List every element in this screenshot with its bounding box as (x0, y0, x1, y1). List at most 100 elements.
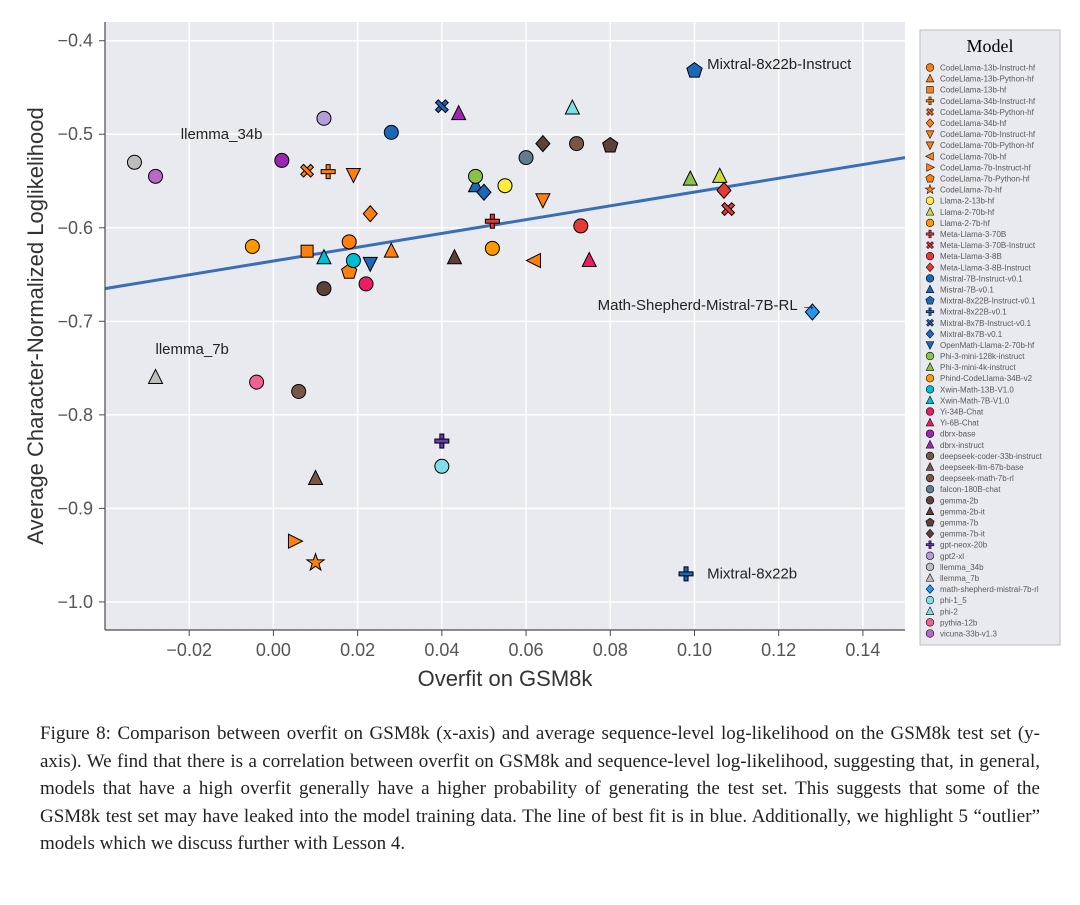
svg-text:llemma_7b: llemma_7b (940, 574, 980, 583)
svg-text:dbrx-base: dbrx-base (940, 430, 976, 439)
annotation: Mixtral-8x22b (707, 566, 797, 583)
svg-text:CodeLlama-34b-hf: CodeLlama-34b-hf (940, 119, 1007, 128)
svg-text:phi-1_5: phi-1_5 (940, 596, 967, 605)
svg-text:CodeLlama-34b-Instruct-hf: CodeLlama-34b-Instruct-hf (940, 97, 1036, 106)
svg-text:dbrx-instruct: dbrx-instruct (940, 441, 985, 450)
point-CodeLlama-13b-Instruct-hf (342, 235, 356, 249)
svg-text:−0.6: −0.6 (57, 218, 93, 238)
y-tick-labels: −1.0 −0.9 −0.8 −0.7 −0.6 −0.5 −0.4 (57, 31, 93, 612)
point-Mistral-7B-Instruct-v0.1 (384, 125, 398, 139)
svg-text:CodeLlama-7b-Instruct-hf: CodeLlama-7b-Instruct-hf (940, 163, 1031, 172)
svg-text:deepseek-llm-67b-base: deepseek-llm-67b-base (940, 463, 1024, 472)
point-deepseek-math-7b-rl (570, 137, 584, 151)
svg-text:OpenMath-Llama-2-70b-hf: OpenMath-Llama-2-70b-hf (940, 341, 1035, 350)
figure-wrap: Mixtral-8x22b-Instruct llemma_34b Math-She… (0, 0, 1080, 905)
svg-text:0.14: 0.14 (845, 640, 880, 660)
svg-text:Xwin-Math-13B-V1.0: Xwin-Math-13B-V1.0 (940, 385, 1014, 394)
legend-item: Meta-Llama-3-8B-Instruct (926, 263, 1031, 272)
svg-text:phi-2: phi-2 (940, 607, 958, 616)
legend-item: CodeLlama-7b-Instruct-hf (927, 163, 1032, 172)
svg-text:gpt2-xl: gpt2-xl (940, 552, 964, 561)
svg-text:Yi-34B-Chat: Yi-34B-Chat (940, 408, 984, 417)
legend-item: gpt2-xl (926, 552, 964, 561)
point-Xwin-Math-13B-V1.0 (346, 254, 360, 268)
point-Yi-34B-Chat (359, 277, 373, 291)
x-axis-title: Overfit on GSM8k (418, 666, 594, 691)
svg-text:−0.9: −0.9 (57, 498, 93, 518)
point-vicuna-33b-v1.3 (149, 169, 163, 183)
svg-text:Phi-3-mini-4k-instruct: Phi-3-mini-4k-instruct (940, 363, 1016, 372)
svg-text:vicuna-33b-v1.3: vicuna-33b-v1.3 (940, 629, 997, 638)
annotation: llemma_34b (181, 126, 263, 143)
point-falcon-180B-chat (519, 151, 533, 165)
legend-item: Phi-3-mini-4k-instruct (926, 363, 1016, 372)
svg-text:deepseek-math-7b-rl: deepseek-math-7b-rl (940, 474, 1014, 483)
legend-item: Phi-3-mini-128k-instruct (926, 352, 1025, 361)
svg-text:Meta-Llama-3-8B-Instruct: Meta-Llama-3-8B-Instruct (940, 263, 1031, 272)
svg-text:Llama-2-13b-hf: Llama-2-13b-hf (940, 197, 995, 206)
point-dbrx-base (275, 153, 289, 167)
legend-item: Phind-CodeLlama-34B-v2 (926, 374, 1032, 383)
legend-item: CodeLlama-13b-Instruct-hf (926, 64, 1036, 73)
svg-text:deepseek-coder-33b-instruct: deepseek-coder-33b-instruct (940, 452, 1043, 461)
legend-item: CodeLlama-70b-Instruct-hf (926, 130, 1036, 139)
svg-text:CodeLlama-13b-Python-hf: CodeLlama-13b-Python-hf (940, 75, 1035, 84)
legend-item: Mistral-7B-Instruct-v0.1 (926, 274, 1023, 283)
svg-text:0.12: 0.12 (761, 640, 796, 660)
point-Phind-CodeLlama-34B-v2 (485, 241, 499, 255)
svg-text:Meta-Llama-3-8B: Meta-Llama-3-8B (940, 252, 1002, 261)
svg-text:Llama-2-7b-hf: Llama-2-7b-hf (940, 219, 991, 228)
svg-text:Phi-3-mini-128k-instruct: Phi-3-mini-128k-instruct (940, 352, 1025, 361)
legend-box: Model CodeLlama-13b-Instruct-hf CodeLlama-… (920, 30, 1060, 645)
svg-text:CodeLlama-13b-Instruct-hf: CodeLlama-13b-Instruct-hf (940, 64, 1036, 73)
annotation: Math-Shepherd-Mistral-7B-RL → (598, 297, 817, 314)
legend-title: Model (967, 36, 1014, 56)
svg-text:Phind-CodeLlama-34B-v2: Phind-CodeLlama-34B-v2 (940, 374, 1033, 383)
legend-item: deepseek-coder-33b-instruct (926, 452, 1042, 461)
svg-text:−0.7: −0.7 (57, 311, 93, 331)
svg-text:−1.0: −1.0 (57, 592, 93, 612)
svg-text:falcon-180B-chat: falcon-180B-chat (940, 485, 1001, 494)
svg-text:math-shepherd-mistral-7b-rl: math-shepherd-mistral-7b-rl (940, 585, 1039, 594)
legend-item: CodeLlama-70b-Python-hf (926, 141, 1034, 150)
point-Llama-2-13b-hf (498, 179, 512, 193)
svg-text:−0.8: −0.8 (57, 405, 93, 425)
svg-text:CodeLlama-70b-Instruct-hf: CodeLlama-70b-Instruct-hf (940, 130, 1036, 139)
point-Llama-2-7b-hf (245, 239, 259, 253)
figure-caption: Figure 8: Comparison between overfit on … (40, 720, 1040, 858)
point-CodeLlama-13b-hf (301, 245, 313, 257)
svg-text:0.08: 0.08 (593, 640, 628, 660)
y-axis-title: Average Character-Normalized Loglikeliho… (23, 107, 48, 544)
legend-item: CodeLlama-7b-Python-hf (926, 174, 1030, 183)
legend-item: CodeLlama-34b-Python-hf (925, 106, 1035, 117)
svg-text:llemma_34b: llemma_34b (940, 563, 984, 572)
point-llemma_34b (127, 155, 141, 169)
annotation: Mixtral-8x22b-Instruct (707, 56, 852, 73)
point-pythia-12b (250, 375, 264, 389)
svg-text:CodeLlama-7b-Python-hf: CodeLlama-7b-Python-hf (940, 175, 1030, 184)
svg-text:Meta-Llama-3-70B-Instruct: Meta-Llama-3-70B-Instruct (940, 241, 1036, 250)
point-Meta-Llama-3-8B (574, 219, 588, 233)
point-Phi-3-mini-128k-instruct (469, 169, 483, 183)
chart-svg: Mixtral-8x22b-Instruct llemma_34b Math-She… (10, 10, 1070, 700)
legend-item: Xwin-Math-13B-V1.0 (926, 385, 1014, 394)
svg-text:−0.5: −0.5 (57, 124, 93, 144)
annotation: llemma_7b (156, 341, 229, 358)
svg-text:gemma-2b-it: gemma-2b-it (940, 507, 986, 516)
svg-text:Mixtral-8x7B-v0.1: Mixtral-8x7B-v0.1 (940, 330, 1003, 339)
svg-text:CodeLlama-70b-hf: CodeLlama-70b-hf (940, 152, 1007, 161)
legend-item: Meta-Llama-3-70B-Instruct (925, 240, 1036, 251)
svg-text:0.04: 0.04 (424, 640, 459, 660)
svg-text:Mistral-7B-Instruct-v0.1: Mistral-7B-Instruct-v0.1 (940, 274, 1023, 283)
svg-text:Xwin-Math-7B-V1.0: Xwin-Math-7B-V1.0 (940, 396, 1010, 405)
legend-item: math-shepherd-mistral-7b-rl (926, 585, 1039, 594)
svg-text:Mixtral-8x22B-v0.1: Mixtral-8x22B-v0.1 (940, 308, 1007, 317)
svg-text:−0.02: −0.02 (166, 640, 212, 660)
point-gpt2-xl (317, 111, 331, 125)
svg-text:−0.4: −0.4 (57, 31, 93, 51)
svg-text:CodeLlama-13b-hf: CodeLlama-13b-hf (940, 86, 1007, 95)
svg-text:Mixtral-8x7B-Instruct-v0.1: Mixtral-8x7B-Instruct-v0.1 (940, 319, 1032, 328)
svg-text:CodeLlama-34b-Python-hf: CodeLlama-34b-Python-hf (940, 108, 1035, 117)
svg-text:Llama-2-70b-hf: Llama-2-70b-hf (940, 208, 995, 217)
svg-text:CodeLlama-7b-hf: CodeLlama-7b-hf (940, 186, 1003, 195)
